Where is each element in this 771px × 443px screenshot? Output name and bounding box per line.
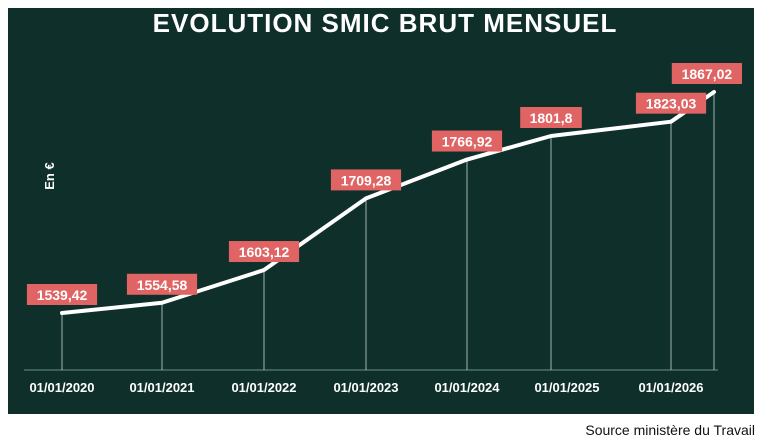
data-label-box	[126, 273, 198, 295]
data-label: 1554,58	[126, 273, 198, 295]
chart-panel	[8, 8, 754, 414]
data-label-text: 1801,8	[530, 110, 573, 126]
chart-title: EVOLUTION SMIC BRUT MENSUEL	[152, 8, 618, 38]
data-label: 1823,03	[635, 92, 707, 114]
data-label: 1867,02	[671, 63, 742, 84]
data-label: 1603,12	[228, 241, 300, 263]
data-label-box	[635, 92, 707, 114]
data-label-text: 1554,58	[137, 277, 188, 293]
data-label-text: 1603,12	[239, 244, 290, 260]
source-note: Source ministère du Travail	[585, 422, 755, 438]
x-tick-label: 01/01/2024	[434, 380, 500, 395]
data-label: 1539,42	[26, 284, 98, 305]
series-line	[60, 90, 716, 315]
data-label: 1709,28	[330, 169, 402, 191]
x-tick-label: 01/01/2023	[333, 380, 398, 395]
data-label-box	[520, 106, 582, 128]
x-tick-label: 01/01/2021	[129, 380, 194, 395]
data-label-box	[330, 169, 402, 191]
data-label: 1766,92	[431, 130, 503, 152]
x-tick-label: 01/01/2022	[231, 380, 296, 395]
data-label-text: 1539,42	[37, 287, 88, 303]
data-label-text: 1867,02	[682, 66, 733, 82]
x-tick-label: 01/01/2020	[29, 380, 94, 395]
data-label-box	[26, 284, 98, 305]
data-label-box	[431, 130, 503, 152]
data-label: 1801,8	[520, 106, 582, 128]
data-label-text: 1766,92	[442, 134, 493, 150]
x-tick-label: 01/01/2026	[638, 380, 703, 395]
data-label-box	[671, 63, 742, 84]
data-label-text: 1709,28	[341, 172, 392, 188]
data-label-text: 1823,03	[646, 96, 697, 112]
x-tick-label: 01/01/2025	[534, 380, 599, 395]
data-label-box	[228, 241, 300, 263]
